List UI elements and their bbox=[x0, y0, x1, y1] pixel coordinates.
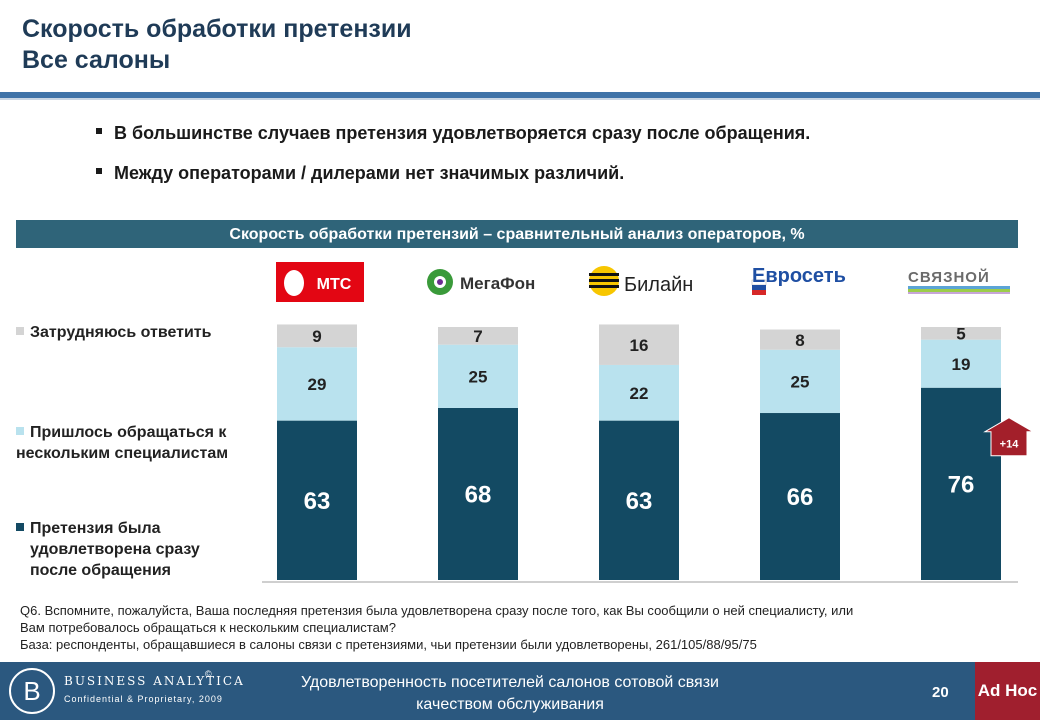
bar-segment bbox=[277, 324, 357, 348]
bar-segment bbox=[599, 420, 679, 580]
business-analytica-logo-icon: B bbox=[9, 668, 55, 714]
bar-value-label: 16 bbox=[630, 336, 649, 355]
ad-hoc-tag: Ad Hoc bbox=[975, 662, 1040, 720]
bar-segment bbox=[760, 413, 840, 580]
bar-value-label: 5 bbox=[956, 324, 965, 343]
bullet-square-icon bbox=[96, 128, 102, 135]
page-number: 20 bbox=[932, 684, 949, 701]
bar-value-label: 25 bbox=[469, 367, 488, 386]
annotation-label: +14 bbox=[1000, 439, 1020, 451]
bar-value-label: 63 bbox=[304, 488, 331, 515]
bar-value-label: 68 bbox=[465, 482, 492, 509]
title-divider bbox=[0, 92, 1040, 98]
legend-multiple-specialists: Пришлось обращаться к нескольким специал… bbox=[16, 424, 229, 462]
bar-value-label: 25 bbox=[791, 373, 810, 392]
svg-text:МегаФон: МегаФон bbox=[460, 274, 535, 293]
brand-name: BUSINESS ANALYTICA bbox=[64, 674, 245, 688]
bullet-item: В большинстве случаев претензия удовлетв… bbox=[96, 122, 810, 144]
svg-text:СВЯЗНОЙ: СВЯЗНОЙ bbox=[908, 268, 990, 286]
footnote: Q6. Вспомните, пожалуйста, Ваша последня… bbox=[20, 603, 854, 652]
svg-text:Билайн: Билайн bbox=[624, 274, 693, 296]
title-divider-light bbox=[0, 98, 1040, 100]
chart-title: Скорость обработки претензий – сравнител… bbox=[16, 220, 1018, 248]
bar-segment bbox=[599, 324, 679, 365]
legend-swatch bbox=[16, 326, 24, 335]
bar-segment bbox=[438, 344, 518, 408]
bar-segment bbox=[599, 364, 679, 421]
megafon-logo: МегаФон bbox=[424, 262, 552, 302]
svg-text:B: B bbox=[23, 676, 40, 706]
bar-value-label: 9 bbox=[312, 327, 321, 346]
legend-dont-know: Затрудняюсь ответить bbox=[16, 322, 211, 343]
bar-segment bbox=[921, 387, 1001, 580]
key-findings: В большинстве случаев претензия удовлетв… bbox=[96, 122, 810, 202]
bar-segment bbox=[438, 407, 518, 580]
brand-subtitle: Confidential & Proprietary, 2009 bbox=[64, 694, 223, 704]
bar-value-label: 66 bbox=[787, 484, 814, 511]
beeline-logo: Билайн bbox=[586, 262, 698, 302]
svg-text:МТС: МТС bbox=[317, 276, 352, 293]
bar-value-label: 63 bbox=[626, 488, 653, 515]
svyaznoy-logo: СВЯЗНОЙ bbox=[906, 266, 1012, 298]
bar-segment bbox=[921, 327, 1001, 340]
legend-swatch bbox=[16, 426, 24, 435]
legend-swatch bbox=[16, 522, 24, 531]
footer-bar: B BUSINESS ANALYTICA © Confidential & Pr… bbox=[0, 662, 1040, 720]
bar-segment bbox=[921, 339, 1001, 388]
bar-value-label: 29 bbox=[308, 375, 327, 394]
title-line-1: Скорость обработки претензии bbox=[22, 15, 412, 43]
bar-value-label: 76 bbox=[948, 472, 975, 499]
page-title: Скорость обработки претензии Все салоны bbox=[22, 14, 412, 76]
bar-segment bbox=[438, 327, 518, 345]
bar-value-label: 7 bbox=[473, 327, 482, 346]
stacked-bar-chart: 63 29 9 68 25 7 63 22 16 66 25 8 76 19 5 +14 bbox=[262, 324, 1035, 583]
bar-segment bbox=[760, 329, 840, 350]
brand-copyright: © bbox=[205, 669, 212, 679]
bar-value-label: 8 bbox=[795, 331, 804, 350]
bar-segment bbox=[277, 347, 357, 421]
increase-arrow-icon bbox=[983, 417, 1035, 457]
footer-report-title: Удовлетворенность посетителей салонов со… bbox=[301, 674, 719, 713]
title-line-2: Все салоны bbox=[22, 46, 171, 74]
bar-value-label: 22 bbox=[630, 384, 649, 403]
euroset-logo: Евросеть bbox=[748, 258, 852, 302]
bar-value-label: 19 bbox=[952, 355, 971, 374]
legend-satisfied-immediately: Претензия была удовлетворена сразу после… bbox=[16, 518, 200, 581]
bullet-item: Между операторами / дилерами нет значимы… bbox=[96, 162, 810, 184]
svg-text:Евросеть: Евросеть bbox=[752, 265, 846, 287]
bullet-square-icon bbox=[96, 168, 102, 175]
bar-segment bbox=[760, 349, 840, 414]
bar-segment bbox=[277, 420, 357, 580]
mts-logo: МТС bbox=[276, 262, 364, 302]
